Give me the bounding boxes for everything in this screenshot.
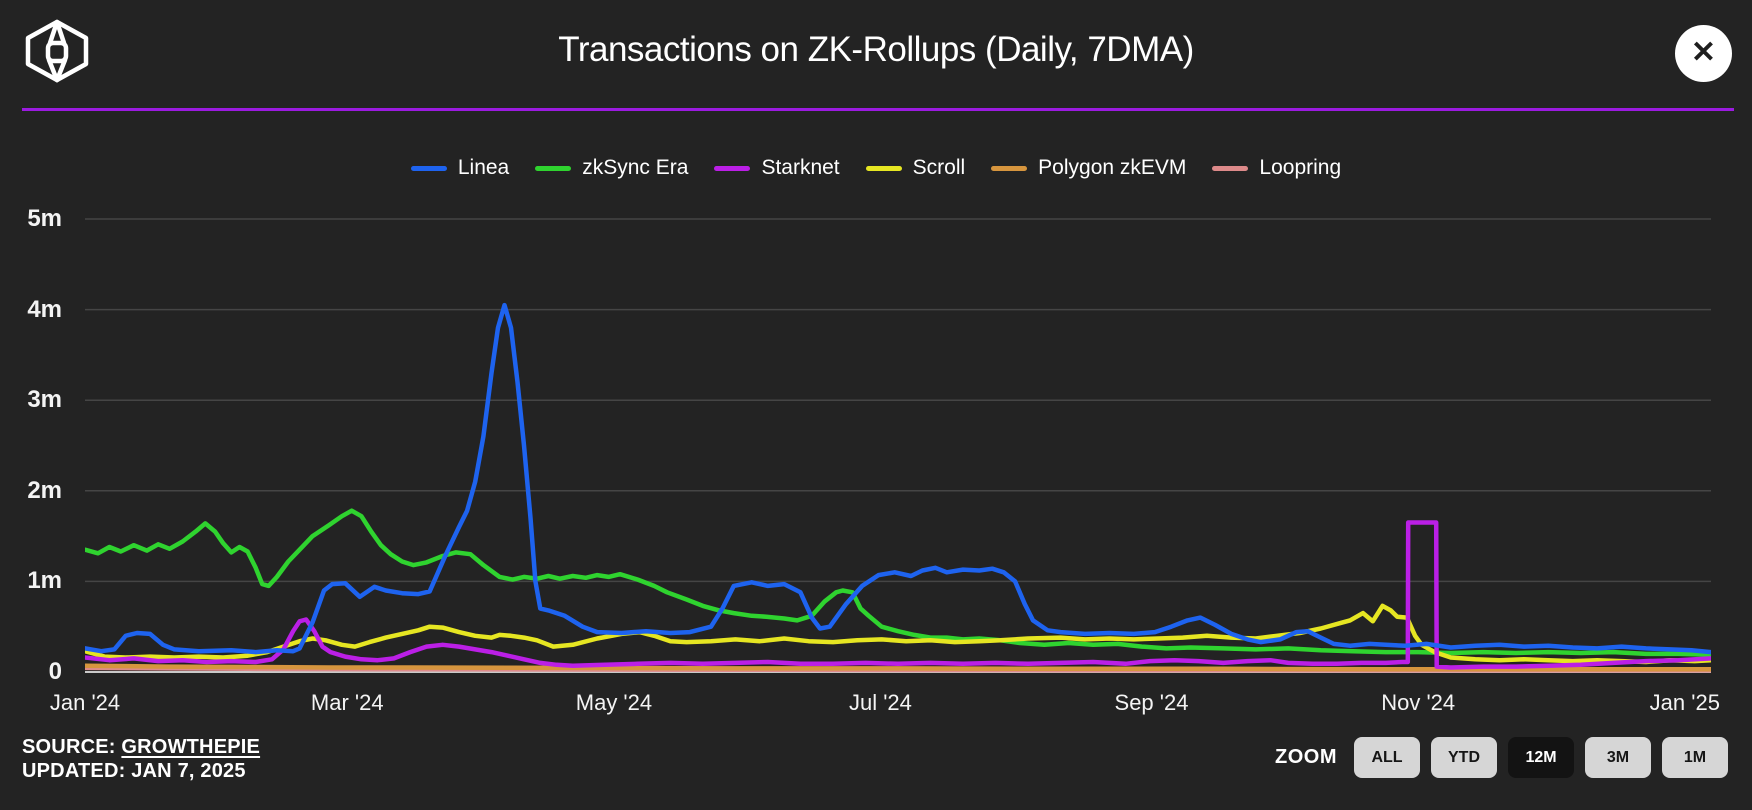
page-title: Transactions on ZK-Rollups (Daily, 7DMA) <box>558 30 1194 69</box>
legend-label: Scroll <box>912 156 966 179</box>
chart-plot-area[interactable] <box>85 190 1711 690</box>
growthepie-cube-logo <box>25 19 89 83</box>
x-tick-label: Jan '24 <box>49 690 121 715</box>
legend-swatch <box>410 165 447 171</box>
chart-legend: Linea zkSync Era Starknet Scroll Polygon zkE… <box>0 154 1752 182</box>
series-line-starknet <box>85 520 1711 670</box>
zoom-controls: ZOOM ALL YTD 12M 3M 1M <box>1275 737 1728 778</box>
series-line-linea <box>85 302 1711 655</box>
x-tick-label: Mar '24 <box>310 690 384 715</box>
source-block: SOURCE: GROWTHEPIE UPDATED: JAN 7, 2025 <box>22 735 260 783</box>
zoom-button-1m[interactable]: 1M <box>1662 737 1728 778</box>
legend-item-scroll[interactable]: Scroll <box>865 156 966 180</box>
y-tick-label: 3m <box>27 386 62 414</box>
x-tick-label: Nov '24 <box>1381 690 1456 715</box>
legend-item-loopring[interactable]: Loopring <box>1212 156 1341 180</box>
legend-swatch <box>865 165 902 171</box>
legend-swatch <box>1212 165 1249 171</box>
series-line-polygon-zkevm <box>85 663 1711 672</box>
y-tick-label: 5m <box>27 205 62 232</box>
source-label: SOURCE: <box>22 736 116 758</box>
legend-item-starknet[interactable]: Starknet <box>714 156 840 180</box>
x-tick-label: Sep '24 <box>1114 690 1189 715</box>
zoom-label: ZOOM <box>1275 746 1337 768</box>
legend-item-polygon-zkevm[interactable]: Polygon zkEVM <box>991 156 1186 180</box>
legend-label: Starknet <box>761 156 840 179</box>
updated-label: UPDATED: JAN 7, 2025 <box>22 760 246 782</box>
legend-swatch <box>535 165 572 171</box>
close-icon: ✕ <box>1690 35 1717 69</box>
zoom-button-all[interactable]: ALL <box>1354 737 1420 778</box>
zoom-button-3m[interactable]: 3M <box>1585 737 1651 778</box>
zoom-button-ytd[interactable]: YTD <box>1431 737 1497 778</box>
y-tick-label: 4m <box>27 295 62 323</box>
close-button[interactable]: ✕ <box>1675 25 1732 82</box>
accent-divider <box>22 108 1734 111</box>
series-line-scroll <box>85 603 1711 665</box>
gridlines <box>85 218 1711 673</box>
legend-label: zkSync Era <box>582 156 689 179</box>
y-tick-label: 2m <box>27 476 62 504</box>
legend-swatch <box>714 165 751 171</box>
legend-label: Linea <box>457 156 510 179</box>
legend-swatch <box>991 165 1028 171</box>
x-tick-label: May '24 <box>575 690 653 715</box>
zoom-button-12m[interactable]: 12M <box>1508 737 1574 778</box>
y-tick-label: 0 <box>48 658 62 685</box>
x-tick-label: Jul '24 <box>848 690 912 715</box>
source-link[interactable]: GROWTHEPIE <box>121 736 261 758</box>
series-lines <box>85 302 1711 673</box>
legend-item-linea[interactable]: Linea <box>410 156 510 180</box>
y-tick-label: 1m <box>27 567 62 595</box>
series-line-zksync-era <box>85 508 1711 658</box>
legend-label: Loopring <box>1259 156 1342 179</box>
legend-item-zksync-era[interactable]: zkSync Era <box>535 156 688 180</box>
legend-label: Polygon zkEVM <box>1038 156 1187 179</box>
x-tick-label: Jan '25 <box>1649 690 1720 715</box>
zoom-buttons: ALL YTD 12M 3M 1M <box>1354 737 1728 778</box>
